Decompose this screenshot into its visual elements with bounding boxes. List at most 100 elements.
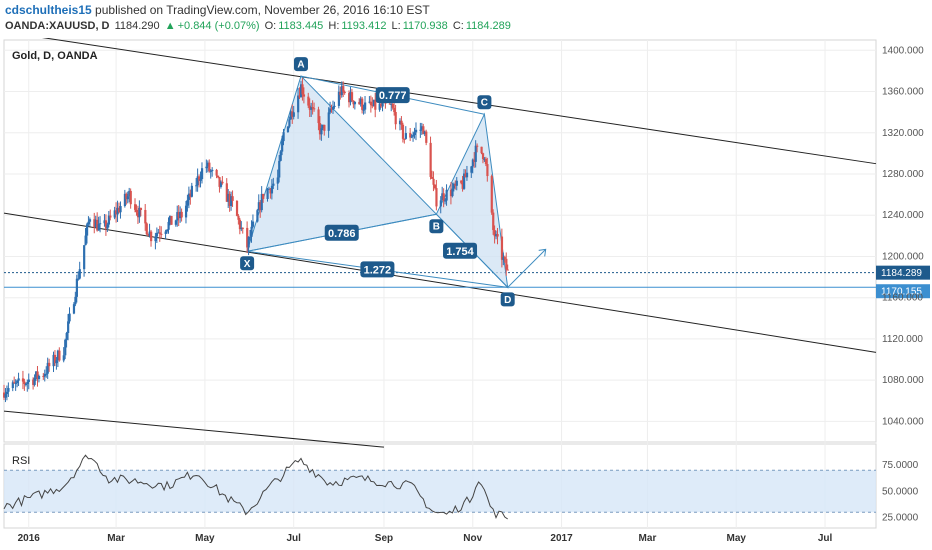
candle-body <box>246 227 249 248</box>
ratio-label-bg <box>360 261 395 278</box>
price-change: +0.844 (+0.07%) <box>177 20 260 32</box>
candle-body <box>420 126 424 130</box>
candle-body <box>250 226 253 237</box>
candle-body <box>267 188 271 190</box>
price-tick-label: 1280.000 <box>882 169 924 180</box>
candle-body <box>269 188 272 194</box>
candle-body <box>471 159 474 167</box>
candle-body <box>58 350 61 361</box>
candle-body <box>419 129 422 131</box>
candle-body <box>262 193 265 199</box>
candle-body <box>116 207 119 215</box>
candle-body <box>189 193 192 197</box>
candle-body <box>16 380 19 384</box>
candle-body <box>333 105 336 107</box>
candle-body <box>123 193 127 207</box>
candle-body <box>503 257 506 259</box>
candle-body <box>231 196 234 201</box>
candle-body <box>288 119 291 127</box>
candle-body <box>129 190 132 205</box>
candle-body <box>179 211 182 219</box>
candle-body <box>374 99 377 110</box>
candle-body <box>404 133 407 139</box>
candle-body <box>388 103 391 105</box>
candle-body <box>3 392 6 398</box>
ratio-label-bg <box>443 242 478 259</box>
candle-body <box>238 219 242 230</box>
candle-body <box>505 258 508 270</box>
candle-body <box>266 189 269 199</box>
candle-body <box>490 176 493 213</box>
candle-body <box>174 220 177 225</box>
candle-body <box>425 131 428 143</box>
candle-body <box>260 193 263 211</box>
price-tag: 1170.155 <box>881 287 922 298</box>
candle-body <box>170 215 173 225</box>
candle-body <box>249 236 252 238</box>
candle-body <box>21 378 25 382</box>
candle-body <box>476 145 479 147</box>
candle-body <box>206 162 210 167</box>
candle-body <box>348 93 351 103</box>
candle-body <box>11 382 14 389</box>
candle-body <box>444 200 447 202</box>
candle-body <box>158 232 161 234</box>
ratio-label-bg <box>324 224 359 241</box>
candle-body <box>368 101 371 103</box>
candle-body <box>53 354 57 364</box>
candle-body <box>221 181 224 184</box>
price-chart[interactable]: X A B C D 0.777 0.786 1.754 1.272 1184.289 1170.15… <box>0 38 932 550</box>
candle-body <box>14 383 17 385</box>
candle-body <box>502 257 505 260</box>
candle-body <box>198 176 201 181</box>
point-label-bg <box>500 292 515 307</box>
price-tick-label: 1040.000 <box>882 416 924 427</box>
candle-body <box>145 223 148 235</box>
candle-body <box>279 151 282 161</box>
candle-body <box>138 207 141 218</box>
candle-body <box>362 109 365 111</box>
candle-body <box>449 189 453 197</box>
candle-body <box>215 169 218 176</box>
price-tick-label: 1080.000 <box>882 375 924 386</box>
candle-body <box>332 106 335 110</box>
price-axis[interactable]: 1400.000 1360.000 1320.000 1280.000 1240.000… <box>882 45 924 427</box>
candle-body <box>240 227 243 230</box>
candle-body <box>218 177 221 187</box>
candle-body <box>301 84 304 95</box>
candle-body <box>64 339 67 356</box>
pattern-overlay: X A B C D 0.777 0.786 1.754 1.272 1184.289 1170.15… <box>240 57 930 307</box>
candle-body <box>107 215 111 225</box>
candle-body <box>496 234 499 237</box>
projection-arrow-line <box>507 249 547 288</box>
candle-body <box>337 91 341 106</box>
candle-body <box>187 193 191 200</box>
projection-arrow-icon <box>538 248 547 257</box>
candle-body <box>103 220 106 224</box>
candle-body <box>13 382 16 384</box>
symbol-label[interactable]: OANDA:XAUUSD, D <box>5 20 110 32</box>
candle-body <box>465 172 469 178</box>
candle-body <box>329 108 332 113</box>
candle-body <box>484 158 488 165</box>
main-pane[interactable] <box>3 39 877 443</box>
candle-body <box>52 354 55 367</box>
candle-body <box>323 124 326 131</box>
candle-body <box>97 224 100 231</box>
point-label-c: C <box>481 98 488 109</box>
candle-body <box>493 230 496 237</box>
candle-body <box>65 333 68 340</box>
candle-body <box>302 94 306 97</box>
ratio-label: 0.786 <box>328 228 356 240</box>
candle-body <box>225 183 228 202</box>
last-price: 1184.290 <box>114 20 160 32</box>
time-axis[interactable]: 2016 Mar May Jul Sep Nov 2017 Mar May Jul <box>18 533 833 544</box>
point-label-a: A <box>297 60 304 71</box>
candle-body <box>113 210 116 218</box>
candle-body <box>272 183 275 186</box>
candle-body <box>394 111 397 125</box>
candle-body <box>216 175 220 178</box>
candle-body <box>369 101 373 106</box>
candle-body <box>35 371 38 378</box>
author-link[interactable]: cdschultheis15 <box>5 3 92 17</box>
